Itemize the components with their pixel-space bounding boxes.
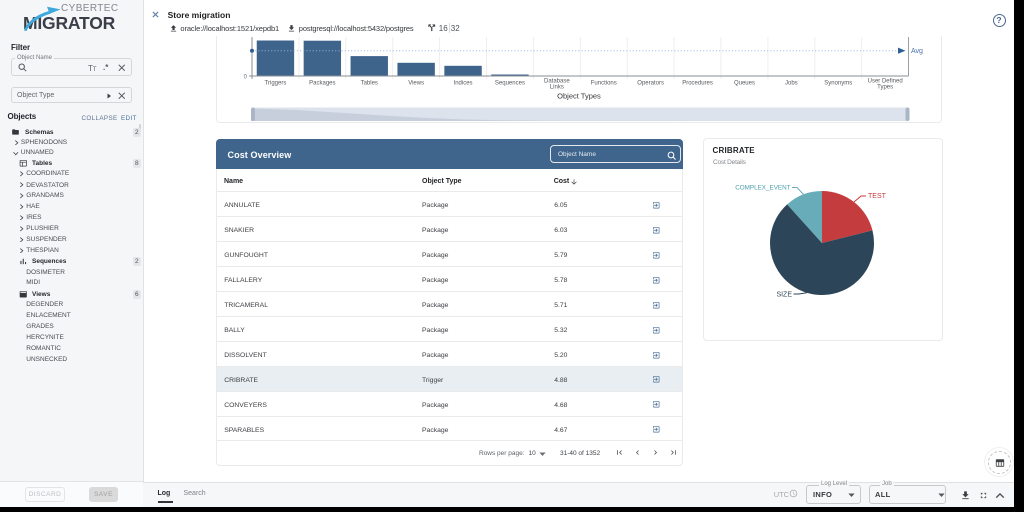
svg-text:Operators: Operators (637, 80, 664, 86)
svg-text:Triggers: Triggers (265, 80, 287, 86)
svg-text:Packages: Packages (309, 80, 335, 86)
svg-text:Procedures: Procedures (682, 80, 713, 86)
svg-text:Types: Types (877, 84, 893, 90)
svg-text:SIZE: SIZE (776, 292, 792, 299)
svg-text:TEST: TEST (868, 193, 887, 200)
svg-text:Views: Views (408, 80, 424, 86)
svg-text:Queues: Queues (734, 80, 755, 86)
svg-text:Tables: Tables (361, 80, 378, 86)
svg-text:Indices: Indices (454, 80, 473, 86)
svg-text:Avg: Avg (911, 48, 923, 55)
svg-text:User Defined: User Defined (868, 78, 903, 84)
svg-text:Object Types: Object Types (557, 92, 601, 101)
svg-text:COMPLEX_EVENT: COMPLEX_EVENT (735, 185, 790, 192)
svg-text:Synonyms: Synonyms (824, 80, 852, 86)
svg-text:Functions: Functions (591, 80, 617, 86)
svg-text:Sequences: Sequences (495, 80, 525, 86)
svg-text:Database: Database (544, 78, 570, 84)
svg-text:Links: Links (550, 84, 564, 90)
svg-text:Jobs: Jobs (785, 80, 798, 86)
svg-text:0: 0 (244, 75, 248, 81)
